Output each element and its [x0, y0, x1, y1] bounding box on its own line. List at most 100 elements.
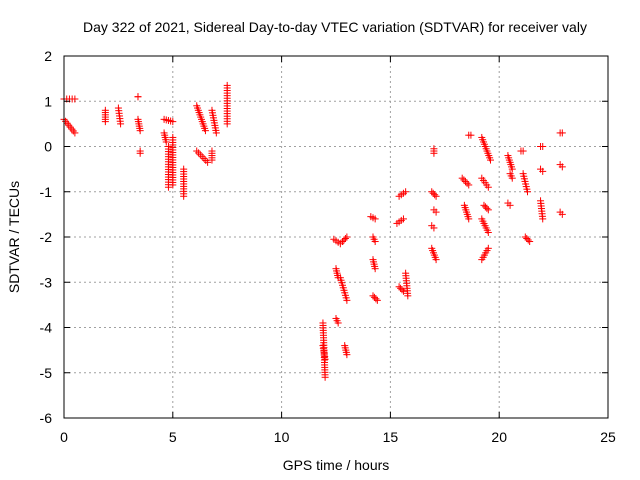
y-tick-label: -2 [40, 229, 53, 245]
data-point [69, 127, 77, 135]
data-points [60, 81, 566, 381]
data-point [539, 167, 547, 175]
y-tick-label: 0 [44, 139, 52, 155]
data-point [62, 117, 70, 125]
data-point [212, 129, 220, 137]
data-point [523, 188, 531, 196]
data-point [397, 284, 405, 292]
data-point [460, 176, 468, 184]
data-point [180, 192, 188, 200]
y-tick-label: -5 [40, 365, 53, 381]
data-point [370, 293, 378, 301]
data-point [458, 174, 466, 182]
data-point [484, 244, 492, 252]
data-point [71, 129, 79, 137]
data-point [539, 215, 547, 223]
data-point [321, 355, 329, 363]
data-point [430, 149, 438, 157]
data-point [523, 235, 531, 243]
data-point [202, 156, 210, 164]
data-point [428, 188, 436, 196]
data-point [481, 203, 489, 211]
x-tick-label: 5 [169, 429, 177, 445]
data-point [526, 238, 534, 246]
y-tick-label: -6 [40, 410, 53, 426]
y-tick-label: 2 [44, 48, 52, 64]
x-tick-label: 0 [60, 429, 68, 445]
chart-title: Day 322 of 2021, Sidereal Day-to-day VTE… [83, 19, 587, 35]
data-point [432, 256, 440, 264]
data-point [431, 191, 439, 199]
data-point [340, 236, 348, 244]
data-point [341, 235, 349, 243]
data-point [223, 120, 231, 128]
data-point [369, 292, 377, 300]
x-axis-label: GPS time / hours [283, 457, 390, 473]
data-point [506, 201, 514, 209]
data-point [65, 121, 73, 129]
data-point [343, 351, 351, 359]
data-point [101, 118, 109, 126]
y-axis-label: SDTVAR / TECUs [6, 181, 22, 293]
data-point [169, 118, 177, 126]
data-point [521, 233, 529, 241]
data-point [558, 163, 566, 171]
data-point [200, 155, 208, 163]
data-point [480, 201, 488, 209]
data-point [467, 131, 475, 139]
y-tick-label: -3 [40, 274, 53, 290]
data-point [164, 183, 172, 191]
data-point [463, 179, 471, 187]
x-tick-label: 15 [383, 429, 399, 445]
data-point [519, 147, 527, 155]
y-tick-label: -4 [40, 320, 53, 336]
data-point [162, 138, 170, 146]
data-point [169, 181, 177, 189]
data-point [483, 204, 491, 212]
data-point [432, 192, 440, 200]
data-point [395, 283, 403, 291]
data-point [539, 143, 547, 150]
data-point [117, 120, 125, 128]
data-point [334, 319, 342, 327]
data-point [508, 174, 516, 182]
data-point [399, 287, 407, 295]
data-point [371, 215, 379, 223]
data-point [398, 286, 406, 294]
data-point [461, 178, 469, 186]
data-point [343, 233, 351, 241]
data-point [343, 296, 351, 304]
data-point [193, 147, 201, 155]
data-point [558, 210, 566, 218]
data-point [68, 125, 76, 133]
data-point [465, 215, 473, 223]
data-point [136, 149, 144, 157]
data-point [373, 296, 381, 304]
data-point [484, 206, 492, 214]
data-point [201, 127, 209, 135]
data-point [196, 151, 204, 159]
data-point [558, 129, 566, 137]
data-point [404, 292, 412, 300]
data-point [508, 165, 516, 173]
data-point [66, 123, 74, 131]
data-point [321, 373, 329, 381]
y-tick-label: 1 [44, 93, 52, 109]
x-tick-label: 10 [274, 429, 290, 445]
data-point [371, 265, 379, 273]
data-point [486, 156, 494, 164]
data-point [372, 295, 380, 303]
data-point [371, 238, 379, 246]
data-point [484, 183, 492, 191]
data-point [134, 93, 142, 101]
data-point [208, 156, 216, 164]
y-tick-label: -1 [40, 184, 53, 200]
data-point [430, 224, 438, 232]
data-point [524, 236, 532, 244]
data-point [204, 158, 212, 166]
data-point [198, 153, 206, 161]
data-point [402, 188, 410, 196]
grid-lines [64, 56, 608, 418]
